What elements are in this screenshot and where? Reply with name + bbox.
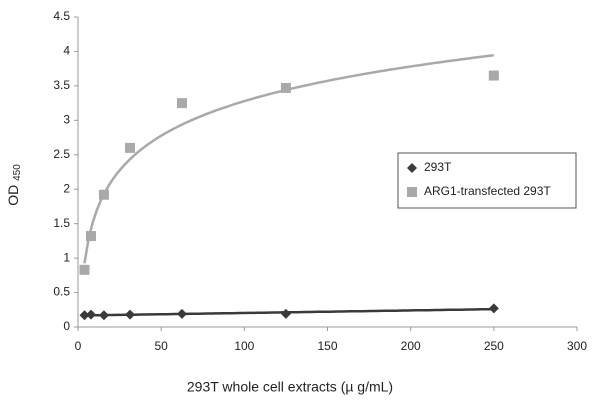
y-tick-label: 2: [63, 181, 70, 195]
marker: [79, 264, 90, 275]
y-tick-label: 1: [63, 250, 70, 264]
marker: [85, 231, 96, 242]
marker: [124, 309, 135, 320]
marker: [176, 308, 187, 319]
x-tick-label: 50: [154, 339, 168, 353]
x-tick-label: 300: [567, 339, 587, 353]
y-tick-label: 2.5: [53, 147, 70, 161]
marker: [488, 303, 499, 314]
marker: [79, 310, 90, 321]
y-tick-label: 3: [63, 113, 70, 127]
y-tick-label: 3.5: [53, 78, 70, 92]
y-tick-label: 4.5: [53, 9, 70, 23]
x-tick-label: 150: [317, 339, 337, 353]
marker: [98, 310, 109, 321]
x-tick-label: 0: [75, 339, 82, 353]
marker: [98, 189, 109, 200]
marker: [176, 98, 187, 109]
marker: [280, 82, 291, 93]
legend-label: 293T: [424, 160, 452, 174]
legend-marker: [407, 187, 417, 197]
x-tick-label: 100: [234, 339, 254, 353]
legend-marker: [407, 163, 417, 173]
x-axis-label: 293T whole cell extracts (µ g/mL): [187, 379, 393, 395]
marker: [280, 308, 291, 319]
marker: [488, 70, 499, 81]
x-tick-label: 200: [401, 339, 421, 353]
y-tick-label: 0.5: [53, 285, 70, 299]
y-tick-label: 0: [63, 319, 70, 333]
y-tick-label: 1.5: [53, 216, 70, 230]
y-axis-label-subscript: 450: [12, 164, 23, 181]
legend-label: ARG1-transfected 293T: [424, 184, 551, 198]
y-axis-label-main: OD: [5, 185, 21, 206]
legend-box: [397, 152, 577, 209]
marker: [85, 309, 96, 320]
x-tick-label: 250: [484, 339, 504, 353]
y-tick-label: 4: [63, 44, 70, 58]
marker: [124, 142, 135, 153]
y-axis-label: OD 450: [5, 164, 23, 206]
